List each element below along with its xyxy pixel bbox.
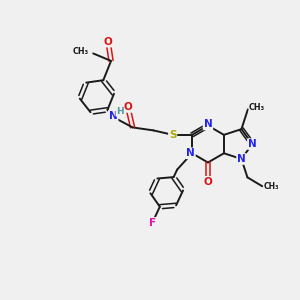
Text: O: O [124,102,133,112]
Text: N: N [186,148,195,158]
Text: CH₃: CH₃ [264,182,279,191]
Text: N: N [204,119,212,129]
Text: N: N [248,139,256,149]
Text: O: O [104,37,112,46]
Text: N: N [237,154,246,164]
Text: CH₃: CH₃ [73,46,89,56]
Text: N: N [109,111,118,121]
Text: S: S [169,130,176,140]
Text: CH₃: CH₃ [249,103,265,112]
Text: O: O [204,177,212,187]
Text: F: F [149,218,156,228]
Text: H: H [116,107,124,116]
